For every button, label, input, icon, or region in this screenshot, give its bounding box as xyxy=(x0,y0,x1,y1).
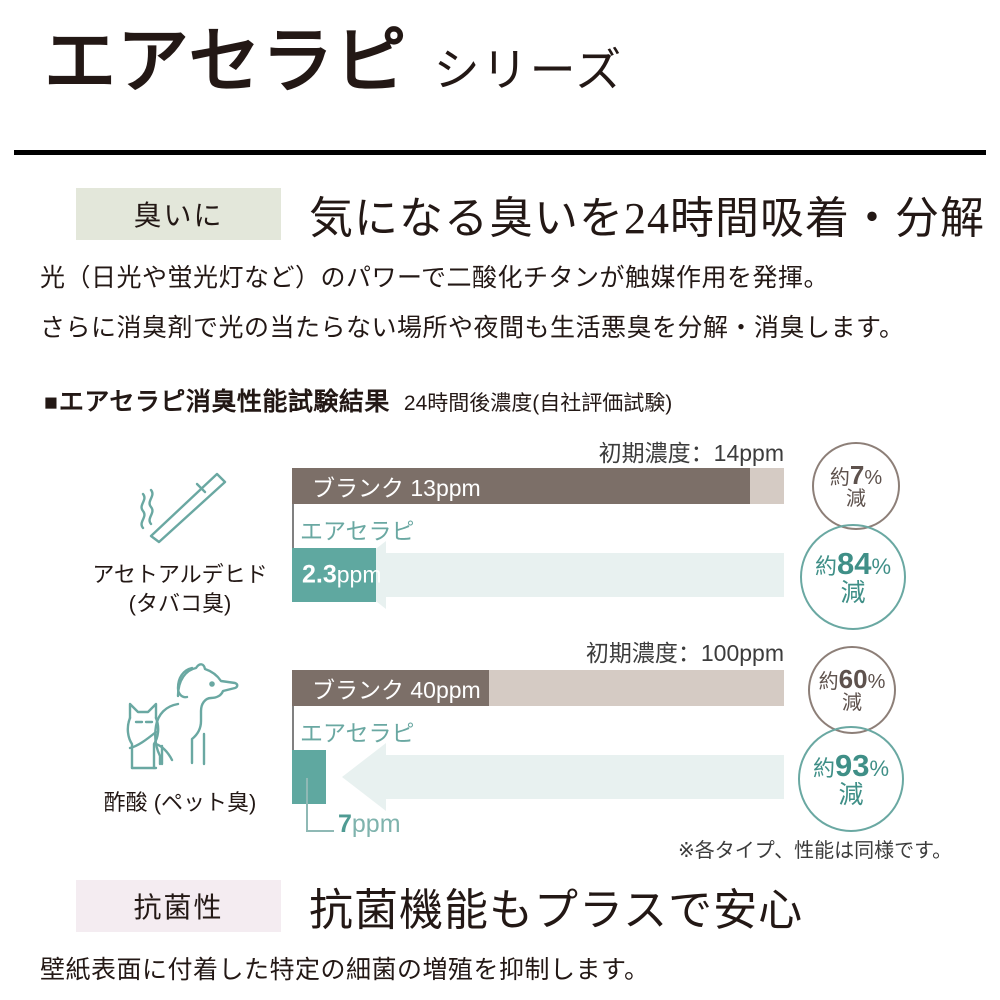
reduction-arrow-band-2 xyxy=(386,755,784,799)
product-bar-2 xyxy=(292,750,326,804)
initial-concentration-label-2: 初期濃度：100ppm xyxy=(585,640,784,666)
blank-bar-track-2: ブランク 40ppm xyxy=(292,670,784,706)
antibacterial-section-heading: 抗菌性 抗菌機能もプラスで安心 xyxy=(76,874,803,938)
product-bar-value-2: 7ppm xyxy=(338,810,401,838)
category-acetic-acid: 酢酸 (ペット臭) xyxy=(80,660,280,817)
reduction-badge-blank-2-line1: 約60% xyxy=(818,663,886,694)
reduction-badge-blank-2: 約60% 減 xyxy=(808,646,896,734)
reduction-badge-blank-1-line1: 約7% xyxy=(829,459,883,490)
reduction-badge-blank-2-line2: 減 xyxy=(842,692,862,715)
cigarette-icon xyxy=(140,472,227,544)
blank-bar-fill-2 xyxy=(292,670,489,706)
leader-horizontal-2 xyxy=(306,830,334,832)
odor-chip-label: 臭いに xyxy=(76,188,281,240)
test-footnote: ※各タイプ、性能は同様です。 xyxy=(678,840,953,862)
cat-dog-icon xyxy=(126,663,239,770)
odor-section-heading: 臭いに 気になる臭いを24時間吸着・分解 xyxy=(76,182,985,246)
product-bar-value-1: 2.3ppm xyxy=(302,560,382,589)
blank-bar-label-2: ブランク 40ppm xyxy=(312,677,481,703)
category-acetaldehyde-label: アセトアルデヒド xyxy=(92,562,268,587)
initial-concentration-label-1: 初期濃度：14ppm xyxy=(598,440,784,466)
reduction-badge-blank-1-line2: 減 xyxy=(846,488,866,511)
reduction-badge-product-2-line1: 約93% xyxy=(812,747,890,783)
reduction-arrow-band-1 xyxy=(386,553,784,597)
reduction-arrow-head-2 xyxy=(342,743,386,811)
odor-body-line-1: 光（日光や蛍光灯など）のパワーで二酸化チタンが触媒作用を発揮。 xyxy=(40,265,830,292)
product-series-label-1: エアセラピ xyxy=(300,518,415,544)
blank-bar-track-1: ブランク 13ppm xyxy=(292,468,784,504)
brand-series: シリーズ xyxy=(433,44,624,96)
antibacterial-body-line-1: 壁紙表面に付着した特定の細菌の増殖を抑制します。 xyxy=(40,957,650,984)
antibacterial-headline: 抗菌機能もプラスで安心 xyxy=(309,886,804,935)
blank-bar-fill-1 xyxy=(292,468,750,504)
antibacterial-chip-label: 抗菌性 xyxy=(76,880,281,932)
category-acetaldehyde-sublabel: (タバコ臭) xyxy=(128,591,232,617)
square-bullet-icon: ■ xyxy=(44,389,58,415)
brand-name: エアセラピ xyxy=(44,22,408,102)
category-acetaldehyde: アセトアルデヒド (タバコ臭) xyxy=(80,470,280,618)
reduction-badge-product-1: 約84% 減 xyxy=(800,524,906,630)
product-bar-1: 2.3ppm xyxy=(292,548,382,602)
reduction-badge-product-1-line2: 減 xyxy=(840,579,866,608)
reduction-badge-product-2: 約93% 減 xyxy=(798,726,904,832)
reduction-badge-product-1-line1: 約84% xyxy=(814,545,892,581)
test-title-main: エアセラピ消臭性能試験結果 xyxy=(58,388,390,416)
test-title-sub: 24時間後濃度(自社評価試験) xyxy=(403,392,673,415)
header-divider xyxy=(14,150,986,155)
product-series-label-2: エアセラピ xyxy=(300,720,415,746)
reduction-badge-blank-1: 約7% 減 xyxy=(812,442,900,530)
category-acetic-acid-label: 酢酸 (ペット臭) xyxy=(103,790,257,815)
odor-headline: 気になる臭いを24時間吸着・分解 xyxy=(309,194,985,243)
blank-bar-label-1: ブランク 13ppm xyxy=(312,475,481,501)
test-result-title: ■ エアセラピ消臭性能試験結果 24時間後濃度(自社評価試験) xyxy=(44,382,672,418)
odor-body-line-2: さらに消臭剤で光の当たらない場所や夜間も生活悪臭を分解・消臭します。 xyxy=(40,315,905,342)
page-title: エアセラピ シリーズ xyxy=(44,26,623,98)
reduction-badge-product-2-line2: 減 xyxy=(838,781,864,810)
leader-vertical-2 xyxy=(306,778,308,830)
